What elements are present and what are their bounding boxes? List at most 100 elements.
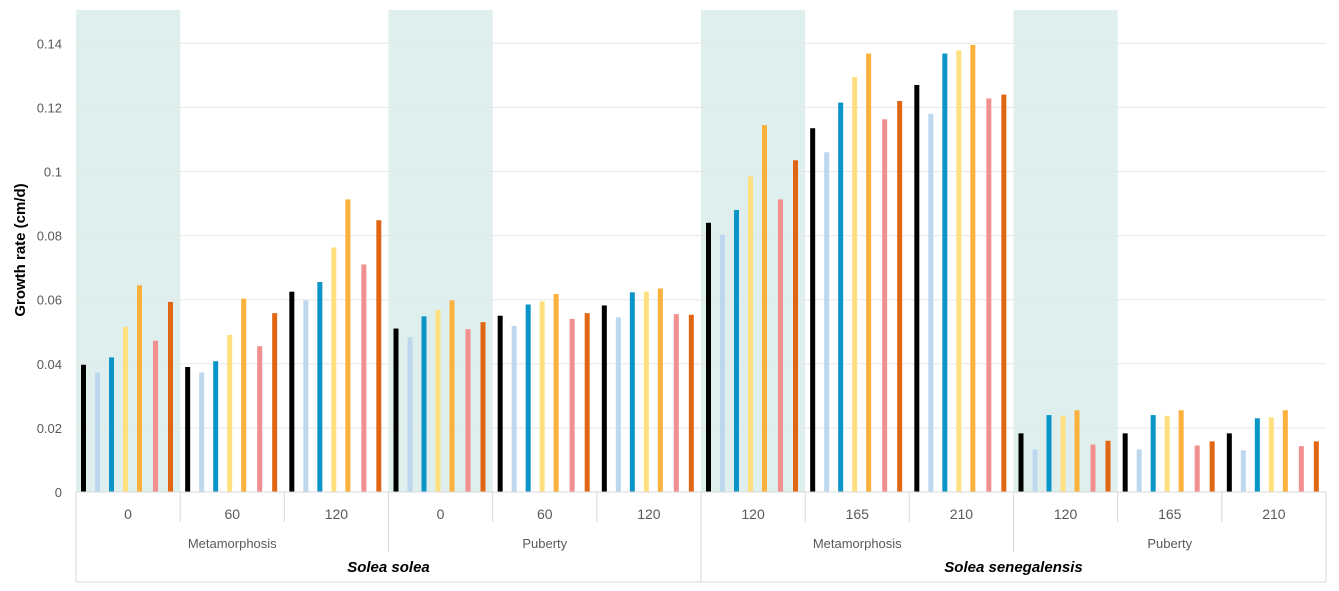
bar [762,125,767,492]
bar [272,313,278,492]
bar [95,372,100,492]
bar [1046,415,1052,492]
bar [435,309,441,492]
bar [1018,433,1024,492]
bar [1209,441,1215,492]
bar [421,316,427,492]
bar [539,301,545,492]
x-tick-label: 60 [537,506,553,522]
bar [584,313,590,492]
stage-label: Puberty [522,536,567,551]
bar [1298,446,1304,492]
x-tick-label: 165 [1158,506,1182,522]
bar [706,222,711,492]
bar [511,325,517,492]
bar [778,199,783,493]
bar [407,337,413,492]
y-axis-label: Growth rate (cm/d) [12,183,29,316]
bar [1150,415,1156,492]
bar [227,334,233,492]
bar [882,119,888,493]
stage-label: Metamorphosis [188,536,277,551]
bar [601,305,607,492]
bars [81,44,1319,493]
bar [643,291,649,492]
bar [852,76,858,492]
y-tick-label: 0.02 [37,421,62,436]
bar [81,364,86,492]
bar [1164,415,1170,492]
bar [928,113,934,492]
bar [1313,441,1319,492]
x-axis: 0 60 120 0 60 120 120 165 210 120 165 210 Metamorpho… [75,491,1327,583]
stage-label: Metamorphosis [813,536,902,551]
shaded-regions [76,10,1118,492]
bar [199,372,205,492]
bar [657,288,663,492]
bar [793,160,798,492]
bar [289,291,295,492]
x-tick-label: 120 [637,506,661,522]
x-tick-label: 210 [1262,506,1286,522]
bar [1090,444,1096,492]
bar [1178,410,1184,492]
y-tick-label: 0.08 [37,229,62,244]
bar [109,357,114,492]
species-label: Solea senegalensis [944,559,1082,576]
bar [1001,94,1007,492]
bar [1226,433,1232,492]
bar [629,292,635,492]
bar [673,314,679,492]
y-tick-label: 0.14 [37,36,62,51]
bar [688,314,694,492]
bar [376,220,382,492]
y-tick-label: 0.1 [44,165,62,180]
bar [824,152,830,492]
bar [123,326,128,492]
bar [1240,450,1246,492]
bar [241,298,247,492]
bar [1194,445,1200,492]
shaded-region [1013,10,1118,492]
x-tick-label: 120 [1054,506,1078,522]
bar [734,209,739,492]
bar [748,176,753,492]
bar [986,98,992,493]
bar [331,247,337,492]
y-tick-label: 0.04 [37,357,62,372]
x-tick-label: 210 [950,506,974,522]
x-tick-label: 60 [224,506,240,522]
y-tick-label: 0.12 [37,100,62,115]
bar [361,264,367,492]
bar [1268,417,1274,492]
bar [838,102,844,492]
x-tick-label: 120 [325,506,349,522]
x-tick-label: 0 [124,506,132,522]
bar [914,84,920,492]
bar [153,340,158,492]
bar [449,300,455,492]
bar [615,317,621,492]
bar [168,301,173,492]
bar [1254,418,1260,492]
y-tick-label: 0.06 [37,293,62,308]
shaded-region [701,10,806,492]
bar [1122,433,1128,492]
bar [465,329,471,492]
bar [525,304,531,492]
bar [393,328,399,492]
y-tick-label: 0 [55,485,62,500]
bar [553,293,559,492]
x-tick-label: 120 [741,506,765,522]
bar [213,361,219,492]
x-tick-label: 165 [846,506,870,522]
bar [1032,449,1038,492]
bar [480,322,486,492]
bar [942,53,948,492]
bar [1074,410,1080,492]
shaded-region [388,10,493,492]
x-tick-label: 0 [437,506,445,522]
bar [497,315,503,492]
bar [345,199,351,493]
